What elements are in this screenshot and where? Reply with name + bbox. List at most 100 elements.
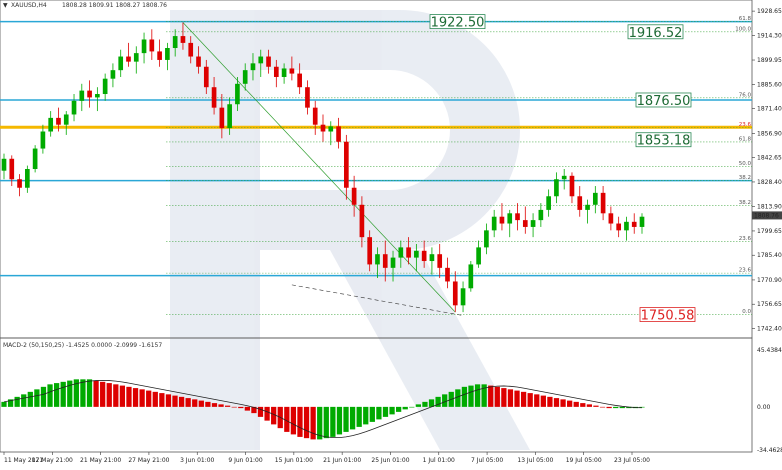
time-tick-label: 1 Jul 01:00 (423, 457, 455, 464)
key-level-value: 1750.58 (641, 309, 695, 324)
fib-label: 76.0 (739, 92, 752, 98)
candle (133, 46, 139, 74)
candle-body (320, 124, 326, 132)
candle (499, 203, 505, 231)
fib-label: 38.2 (739, 175, 751, 181)
candle-body (484, 230, 489, 248)
macd-bar (14, 396, 20, 407)
candle-body (351, 187, 357, 205)
candle (273, 59, 279, 88)
time-tick-label: 27 May 21:00 (128, 457, 169, 464)
macd-bar (363, 406, 369, 425)
candle (32, 145, 38, 173)
macd-bar (455, 389, 461, 407)
time-tick-label: 15 Jun 01:00 (275, 457, 313, 464)
candle-body (414, 250, 419, 258)
candle (414, 243, 419, 272)
macd-bar (7, 399, 14, 407)
candle-body (281, 68, 287, 77)
current-price-label: 1808.76 (754, 212, 779, 219)
macd-bar (310, 406, 316, 440)
symbol-arrow-icon[interactable]: ▼ (3, 2, 8, 9)
macd-bar (172, 395, 178, 407)
candle-body (126, 56, 131, 62)
candle-body (554, 179, 559, 197)
macd-bar (80, 379, 86, 407)
candle-body (561, 175, 567, 180)
key-level-box (627, 24, 684, 40)
time-tick-label: 23 Jul 05:00 (614, 457, 650, 464)
price-tick-label: 1799.65 (757, 228, 782, 235)
price-tick-label: 1899.95 (757, 57, 782, 64)
candle (211, 76, 217, 115)
candle (227, 97, 232, 135)
candle-body (149, 39, 155, 52)
candle (297, 63, 302, 95)
candle (538, 203, 544, 227)
time-tick-label: 9 Jun 01:00 (228, 457, 262, 464)
candle (585, 199, 590, 224)
macd-bar (468, 385, 474, 407)
macd-signal-line (3, 380, 643, 439)
key-level: 1750.58 (639, 307, 696, 324)
macd-bar (422, 401, 428, 407)
macd-bar (599, 406, 606, 408)
macd-bar (547, 396, 553, 407)
candle (172, 29, 178, 57)
candle (351, 175, 357, 217)
key-level-value: 1916.52 (629, 26, 683, 41)
candle-body (48, 117, 54, 132)
candle (491, 209, 497, 238)
candle (165, 42, 170, 71)
candle (157, 39, 162, 67)
candle-body (390, 257, 396, 268)
candle-body (188, 42, 194, 57)
macd-bar (481, 384, 487, 407)
macd-bar (231, 406, 237, 408)
candle-body (63, 114, 69, 125)
macd-bar (534, 394, 540, 407)
macd-bar (205, 401, 211, 407)
macd-bar (60, 381, 66, 407)
candle-body (344, 141, 349, 188)
macd-bar (580, 403, 586, 407)
macd-bar (409, 406, 415, 408)
current-price-tag (752, 211, 782, 220)
fib-label: 61.8 (739, 16, 752, 22)
candle-body (312, 107, 318, 125)
candle (281, 63, 287, 84)
macd-bar (336, 406, 343, 435)
macd-bar (34, 389, 40, 407)
macd-bar (593, 405, 599, 407)
macd-bar (382, 406, 389, 417)
candle-body (40, 131, 46, 149)
candle (235, 76, 240, 112)
candle (375, 247, 380, 279)
key-level-box (639, 307, 696, 322)
candle (203, 59, 209, 95)
fib-label: 23.6 (739, 122, 752, 128)
macd-bar (1, 401, 7, 407)
macd-tick-label: 45.4384 (757, 347, 782, 354)
price-tick-label: 1813.90 (757, 204, 782, 211)
candle-body (507, 213, 513, 224)
candle (569, 172, 575, 204)
macd-bar (567, 400, 573, 407)
trend-line (182, 22, 456, 313)
candle (118, 49, 124, 77)
candle (530, 213, 536, 238)
macd-bar (139, 389, 145, 407)
ohlc-values: 1808.28 1809.91 1808.27 1808.76 (62, 2, 167, 9)
candle-body (445, 267, 450, 282)
candle (149, 29, 155, 60)
candle-body (499, 216, 505, 224)
fib-label: 23.6 (739, 236, 752, 242)
candle (344, 134, 349, 200)
price-tick-label: 1856.90 (757, 130, 782, 137)
candle (437, 243, 443, 279)
candle-body (546, 196, 551, 210)
candle (367, 230, 373, 272)
macd-bar (251, 406, 257, 414)
macd-bar (152, 391, 158, 407)
candle-body (328, 126, 334, 132)
